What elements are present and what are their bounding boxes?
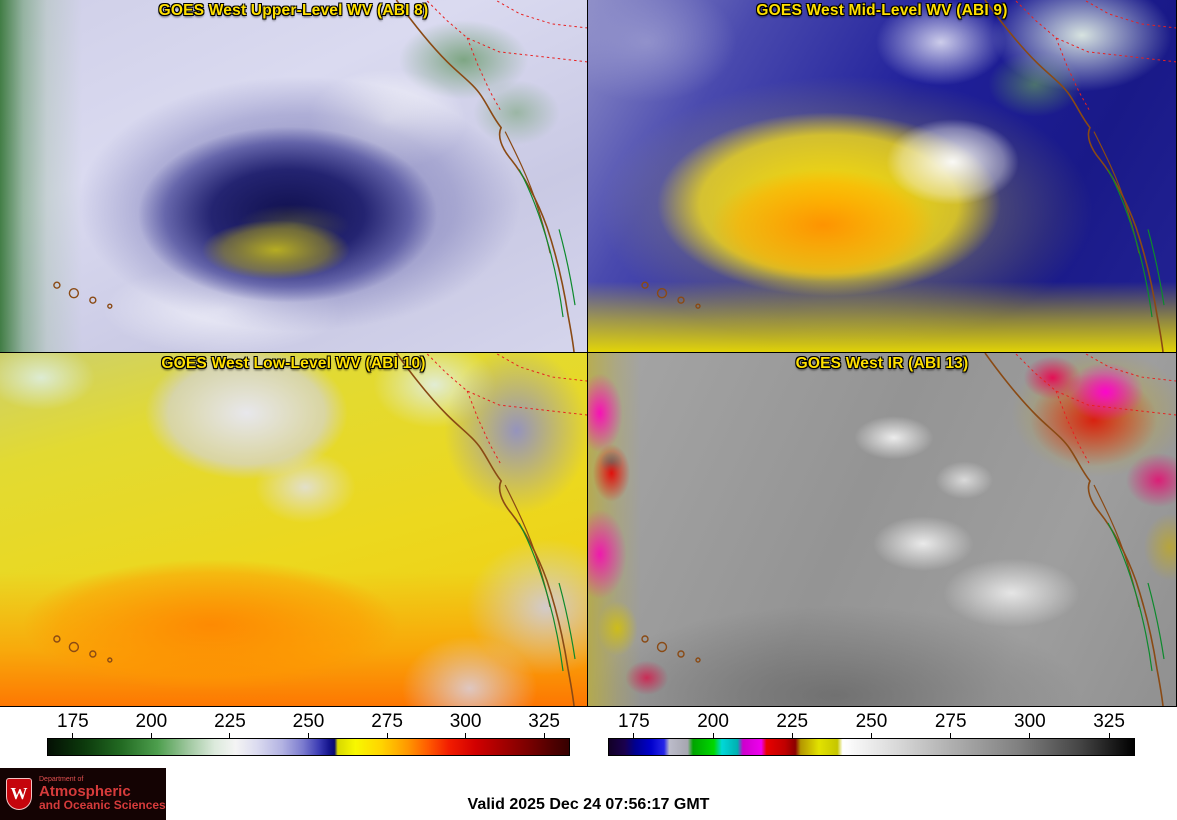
land-contour-lines <box>518 522 576 672</box>
ir-tick-label: 200 <box>697 712 729 738</box>
panel-mid-level-wv: GOES West Mid-Level WV (ABI 9) <box>588 0 1176 352</box>
state-border-lines <box>426 353 587 464</box>
quad-panel-grid: GOES West Upper-Level WV (ABI 8) GOES We… <box>0 0 1177 707</box>
crest-letter: W <box>10 784 28 803</box>
panel-title-abi13: GOES West IR (ABI 13) <box>795 355 969 372</box>
uw-crest-icon: W <box>6 778 32 810</box>
overlay-slot <box>0 353 587 706</box>
state-border-lines <box>1015 353 1176 464</box>
map-overlay <box>641 353 1176 706</box>
hawaii-islands <box>53 635 113 663</box>
logo-name-line2: and Oceanic Sciences <box>39 798 166 813</box>
state-border-lines <box>426 0 587 110</box>
satellite-image-abi9 <box>588 0 1176 352</box>
ir-tick-label: 300 <box>1014 712 1046 738</box>
wv-colorbar: 175 200 225 250 275 300 325 <box>47 708 570 756</box>
hawaii-islands <box>53 281 113 309</box>
footer: W Department of Atmospheric and Oceanic … <box>0 767 1177 820</box>
map-overlay <box>53 353 587 706</box>
ir-tick-label: 225 <box>776 712 808 738</box>
land-contour-lines <box>518 169 576 318</box>
satellite-image-abi13 <box>588 353 1176 706</box>
ir-colorbar: 175 200 225 250 275 300 325 <box>608 708 1135 756</box>
logo-department-text: Department of <box>39 776 84 784</box>
panel-title-abi10: GOES West Low-Level WV (ABI 10) <box>161 355 426 372</box>
colorbar-section: 175 200 225 250 275 300 325 175 200 225 250 275 300… <box>0 708 1177 767</box>
wv-tick-label: 300 <box>450 712 482 738</box>
wv-tick-labels: 175 200 225 250 275 300 325 <box>47 708 570 738</box>
satellite-image-abi8 <box>0 0 587 352</box>
overlay-slot <box>0 0 587 352</box>
wv-tick-label: 325 <box>528 712 560 738</box>
ir-tick-label: 325 <box>1093 712 1125 738</box>
logo-text: Department of Atmospheric and Oceanic Sc… <box>39 776 166 812</box>
hawaii-islands <box>641 281 701 309</box>
coastline-path <box>984 0 1164 352</box>
ir-tick-label: 250 <box>856 712 888 738</box>
overlay-slot <box>588 0 1176 352</box>
panel-ir: GOES West IR (ABI 13) <box>588 353 1176 706</box>
wv-tick-label: 200 <box>136 712 168 738</box>
coastline-path <box>395 0 575 352</box>
wv-tick-label: 175 <box>57 712 89 738</box>
panel-low-level-wv: GOES West Low-Level WV (ABI 10) <box>0 353 587 706</box>
aos-logo: W Department of Atmospheric and Oceanic … <box>0 768 166 820</box>
overlay-slot <box>588 353 1176 706</box>
land-contour-lines <box>1107 522 1165 672</box>
hawaii-islands <box>641 635 701 663</box>
wv-tick-label: 225 <box>214 712 246 738</box>
wv-gradient-bar <box>47 738 570 756</box>
ir-gradient-bar <box>608 738 1135 756</box>
panel-upper-level-wv: GOES West Upper-Level WV (ABI 8) <box>0 0 587 352</box>
coastline-path <box>395 353 575 706</box>
land-contour-lines <box>1107 169 1165 318</box>
ir-tick-label: 275 <box>935 712 967 738</box>
ir-tick-label: 175 <box>618 712 650 738</box>
panel-title-abi9: GOES West Mid-Level WV (ABI 9) <box>756 2 1008 19</box>
coastline-path <box>984 353 1164 706</box>
panel-title-abi8: GOES West Upper-Level WV (ABI 8) <box>158 2 429 19</box>
satellite-image-abi10 <box>0 353 587 706</box>
map-overlay <box>641 0 1176 352</box>
wv-tick-label: 250 <box>293 712 325 738</box>
logo-name-line1: Atmospheric <box>39 782 131 800</box>
state-border-lines <box>1015 0 1176 110</box>
map-overlay <box>53 0 587 352</box>
valid-time-text: Valid 2025 Dec 24 07:56:17 GMT <box>467 796 710 813</box>
wv-tick-label: 275 <box>371 712 403 738</box>
ir-tick-labels: 175 200 225 250 275 300 325 <box>608 708 1135 738</box>
